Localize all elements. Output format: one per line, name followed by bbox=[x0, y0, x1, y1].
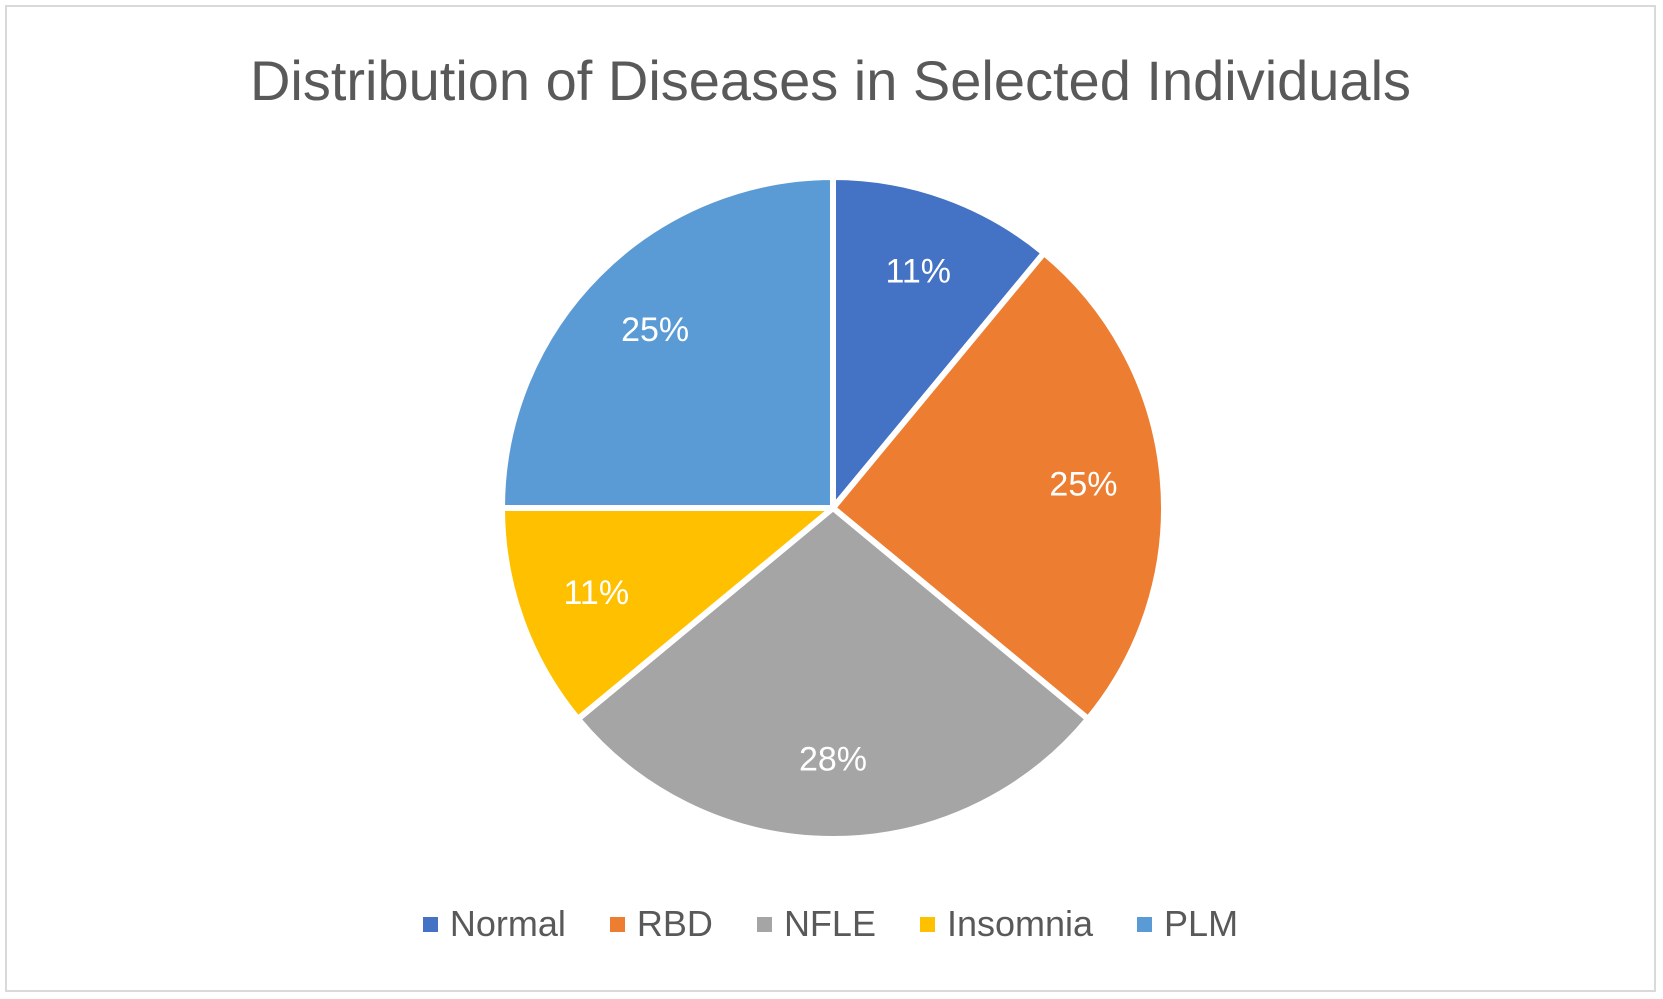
legend-item-normal: Normal bbox=[422, 903, 566, 945]
legend-item-insomnia: Insomnia bbox=[919, 903, 1094, 945]
data-label-normal: 11% bbox=[885, 252, 951, 290]
legend-swatch-insomnia bbox=[919, 916, 935, 932]
legend-label-insomnia: Insomnia bbox=[946, 903, 1094, 944]
data-label-insomnia: 11% bbox=[564, 574, 630, 612]
legend-item-rbd: RBD bbox=[609, 903, 713, 945]
legend-swatch-plm bbox=[1137, 916, 1153, 932]
pie-slice-plm bbox=[499, 174, 836, 511]
pie-slice-normal bbox=[830, 174, 1047, 511]
pie-slices bbox=[499, 174, 1167, 842]
pie-data-labels: 11% 25% 28% 11% 25% bbox=[564, 252, 1118, 778]
legend-swatch-rbd bbox=[609, 916, 625, 932]
legend-item-plm: PLM bbox=[1137, 903, 1238, 945]
pie-chart: 11% 25% 28% 11% 25% bbox=[499, 174, 1167, 842]
legend-label-rbd: RBD bbox=[636, 903, 713, 944]
pie-slice-nfle bbox=[574, 505, 1092, 842]
legend-label-normal: Normal bbox=[449, 903, 566, 944]
legend-swatch-nfle bbox=[756, 916, 772, 932]
chart-title: Distribution of Diseases in Selected Ind… bbox=[249, 49, 1412, 112]
legend-swatch-normal bbox=[422, 916, 438, 932]
legend-label-plm: PLM bbox=[1164, 903, 1239, 944]
legend-label-nfle: NFLE bbox=[783, 903, 876, 944]
chart-area: Distribution of Diseases in Selected Ind… bbox=[5, 5, 1656, 992]
pie-slice-rbd bbox=[830, 249, 1167, 722]
legend-item-nfle: NFLE bbox=[756, 903, 876, 945]
data-label-nfle: 28% bbox=[799, 741, 867, 779]
legend: Normal RBD NFLE Insomnia PLM bbox=[7, 903, 1654, 945]
pie-slice-insomnia bbox=[499, 505, 836, 722]
data-label-rbd: 25% bbox=[1049, 465, 1117, 503]
data-label-plm: 25% bbox=[621, 311, 689, 349]
